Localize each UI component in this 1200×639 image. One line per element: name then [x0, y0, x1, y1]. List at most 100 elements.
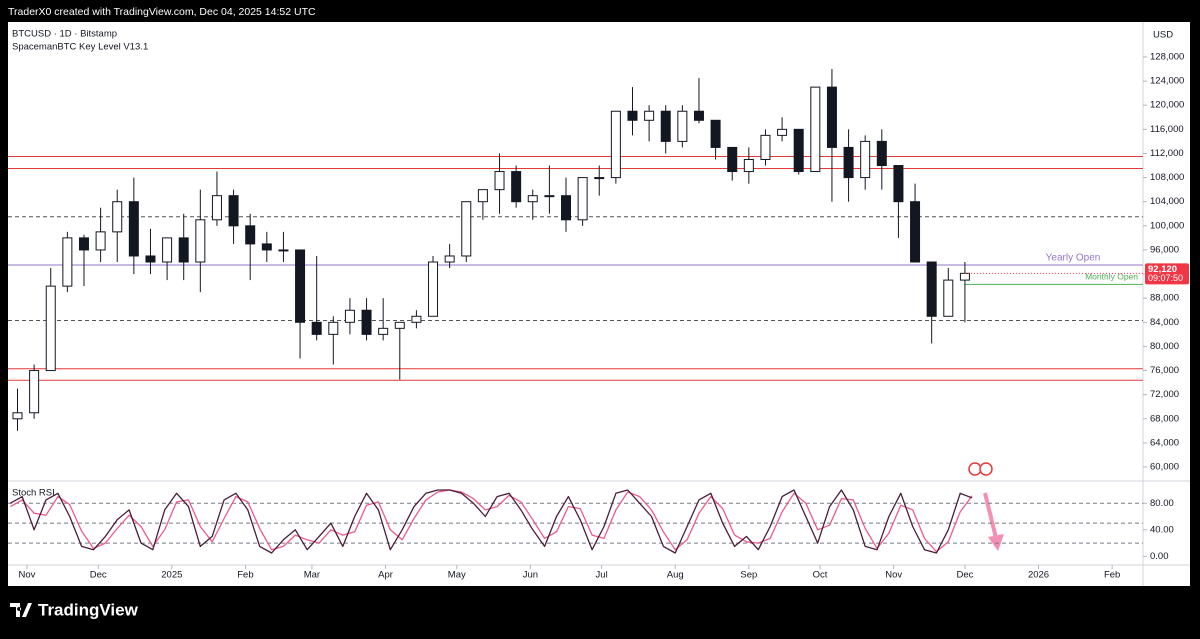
x-tick-label: Nov [19, 570, 36, 581]
y-tick-label: 112,000 [1150, 148, 1184, 159]
logo-mark [10, 603, 32, 617]
x-tick-label: 2026 [1028, 570, 1049, 581]
level-label: Monthly Open [1085, 272, 1138, 282]
candle-body [610, 110, 621, 179]
candle-body [527, 195, 538, 203]
candle-body [594, 177, 605, 180]
candle-body [12, 412, 23, 420]
currency-label: USD [1153, 30, 1173, 41]
y-tick-label: 96,000 [1150, 244, 1179, 255]
y-tick-label: 128,000 [1150, 51, 1184, 62]
candle-body [245, 225, 256, 245]
y-tick-label: 76,000 [1150, 365, 1179, 376]
candle-body [278, 249, 289, 252]
oscillator-title: Stoch RSI [12, 488, 55, 499]
candle-body [328, 321, 339, 335]
candle-body [95, 231, 106, 251]
y-tick-label: 40.00 [1150, 524, 1174, 535]
candle-body [228, 195, 239, 227]
candle-body [561, 195, 572, 221]
arrow-head [988, 534, 1004, 551]
candle-body [411, 315, 422, 323]
candle-body [195, 219, 206, 263]
candle-body [810, 86, 821, 173]
candle-body [394, 321, 405, 329]
candle-body [710, 119, 721, 148]
candle-body [793, 128, 804, 173]
chart-frame [8, 22, 1190, 586]
x-tick-label: Feb [1104, 570, 1120, 581]
y-tick-label: 80.00 [1150, 498, 1174, 509]
x-tick-label: 2025 [161, 570, 182, 581]
x-tick-label: Feb [237, 570, 253, 581]
y-tick-label: 108,000 [1150, 172, 1184, 183]
candle-body [128, 201, 139, 257]
candle-body [760, 134, 771, 160]
y-tick-label: 84,000 [1150, 317, 1179, 328]
candle-body [644, 110, 655, 121]
candle-body [178, 237, 189, 263]
y-tick-label: 124,000 [1150, 76, 1184, 87]
candle-body [311, 321, 322, 335]
candle-body [261, 243, 272, 251]
x-tick-label: Aug [667, 570, 684, 581]
candle-body [29, 370, 40, 414]
candle-body [743, 158, 754, 173]
candle-body [577, 177, 588, 221]
candle-body [444, 255, 455, 263]
candle-body [344, 309, 355, 323]
x-tick-label: Oct [813, 570, 828, 581]
flag-icon [979, 462, 993, 476]
last-price-label: 92,120 [1148, 264, 1177, 275]
candle-body [112, 201, 123, 233]
candle-body [62, 237, 73, 287]
y-tick-label: 72,000 [1150, 389, 1179, 400]
candle-body [843, 146, 854, 179]
flag-icon [968, 462, 982, 476]
candle-body [361, 309, 372, 335]
candle-body [677, 110, 688, 142]
x-tick-label: Jun [523, 570, 538, 581]
symbol-legend: BTCUSD · 1D · Bitstamp [12, 29, 117, 40]
y-tick-label: 68,000 [1150, 413, 1179, 424]
y-tick-label: 64,000 [1150, 437, 1179, 448]
candle-body [428, 261, 439, 317]
candle-body [943, 279, 954, 317]
candle-body [461, 201, 472, 257]
y-tick-label: 0.00 [1150, 551, 1169, 562]
x-tick-label: Nov [885, 570, 902, 581]
candle-body [660, 110, 671, 142]
candle-body [860, 140, 871, 179]
annotation-arrow [983, 492, 1004, 551]
candle-body [693, 110, 704, 121]
candle-body [544, 195, 555, 198]
x-tick-label: Dec [90, 570, 107, 581]
candle-body [727, 146, 738, 173]
header-title: TraderX0 created with TradingView.com, D… [8, 6, 316, 18]
candle-body [511, 171, 522, 203]
x-tick-label: Jul [596, 570, 608, 581]
candle-body [78, 237, 89, 251]
candle-body [494, 171, 505, 191]
event-flags [968, 462, 993, 476]
y-tick-label: 88,000 [1150, 293, 1179, 304]
x-tick-label: May [448, 570, 466, 581]
candle-body [910, 201, 921, 263]
last-price-tag [1145, 263, 1189, 285]
y-tick-label: 116,000 [1150, 124, 1184, 135]
candle-body [959, 272, 970, 281]
indicator-legend: SpacemanBTC Key Level V13.1 [12, 42, 148, 53]
x-tick-label: Mar [304, 570, 320, 581]
candle-body [477, 189, 488, 203]
y-tick-label: 120,000 [1150, 100, 1184, 111]
x-tick-label: Sep [740, 570, 757, 581]
candle-body [627, 110, 638, 121]
candle-body [893, 165, 904, 203]
candle-body [826, 86, 837, 148]
oscillator-line [10, 489, 973, 554]
candle-body [162, 237, 173, 263]
candle-body [926, 261, 937, 317]
candle-body [45, 285, 56, 372]
